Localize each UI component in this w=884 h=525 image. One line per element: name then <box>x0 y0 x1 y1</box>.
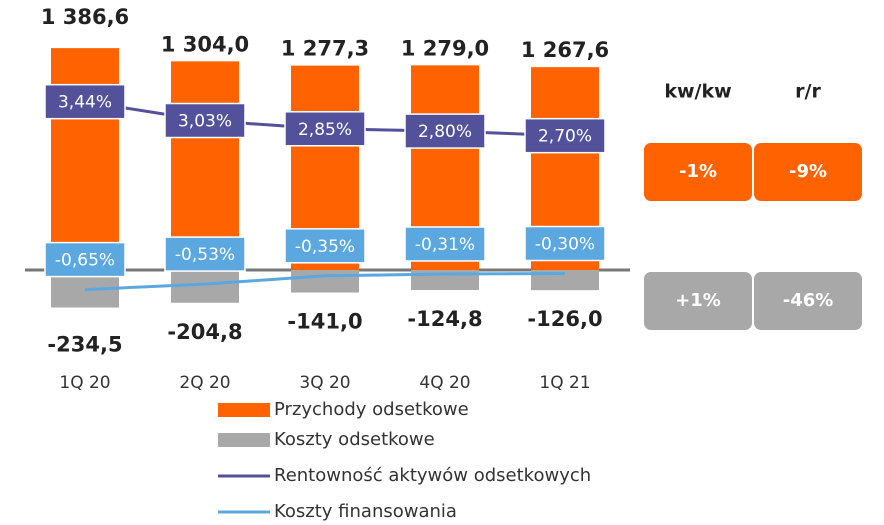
label-box <box>524 117 606 154</box>
label-box <box>164 102 246 139</box>
change-box <box>644 143 752 201</box>
label-box <box>284 228 366 264</box>
change-box <box>754 143 862 201</box>
line-label: -0,53% <box>175 245 235 265</box>
bar <box>291 270 359 293</box>
bar <box>51 48 119 271</box>
legend-swatch <box>218 403 270 417</box>
legend-label: Koszty odsetkowe <box>274 429 435 450</box>
value-label: 1 386,6 <box>41 5 129 29</box>
line-label: 3,03% <box>178 112 232 132</box>
x-tick-label: 1Q 21 <box>539 373 590 393</box>
line <box>84 272 566 292</box>
x-tick-label: 4Q 20 <box>419 373 470 393</box>
change-value: +1% <box>675 290 721 311</box>
change-box <box>644 272 752 330</box>
label-box <box>404 113 486 149</box>
x-tick-label: 3Q 20 <box>299 373 350 393</box>
label-box <box>284 111 366 147</box>
table-header: r/r <box>795 81 821 103</box>
legend-label: Rentowność aktywów odsetkowych <box>274 465 591 486</box>
value-label: -141,0 <box>287 310 362 334</box>
label-box <box>404 226 486 262</box>
x-tick-label: 2Q 20 <box>179 373 230 393</box>
legend-label: Koszty finansowania <box>274 501 457 522</box>
line-label: -0,30% <box>535 235 595 255</box>
label-box <box>524 225 606 262</box>
label-box <box>44 83 126 120</box>
line-label: 3,44% <box>58 93 112 113</box>
line-label: -0,65% <box>55 251 115 271</box>
line-label: 2,85% <box>298 120 352 140</box>
change-box <box>754 272 862 330</box>
label-box <box>164 236 246 272</box>
line-label: -0,35% <box>295 237 355 257</box>
change-value: -9% <box>789 161 827 182</box>
value-label: 1 279,0 <box>401 36 489 60</box>
legend-swatch <box>218 433 270 447</box>
line-label: 2,70% <box>538 127 592 147</box>
value-label: -234,5 <box>47 333 122 357</box>
bar <box>171 61 239 270</box>
value-label: 1 304,0 <box>161 32 249 56</box>
change-value: -46% <box>783 290 834 311</box>
line-label: -0,31% <box>415 235 475 255</box>
value-label: 1 277,3 <box>281 37 369 61</box>
value-label: -126,0 <box>527 307 602 331</box>
value-label: 1 267,6 <box>521 38 609 62</box>
change-value: -1% <box>679 161 717 182</box>
value-label: -204,8 <box>167 320 242 344</box>
x-tick-label: 1Q 20 <box>59 373 110 393</box>
value-label: -124,8 <box>407 307 482 331</box>
label-box <box>44 241 126 278</box>
legend-label: Przychody odsetkowe <box>274 399 469 420</box>
line-label: 2,80% <box>418 122 472 142</box>
table-header: kw/kw <box>664 81 731 103</box>
